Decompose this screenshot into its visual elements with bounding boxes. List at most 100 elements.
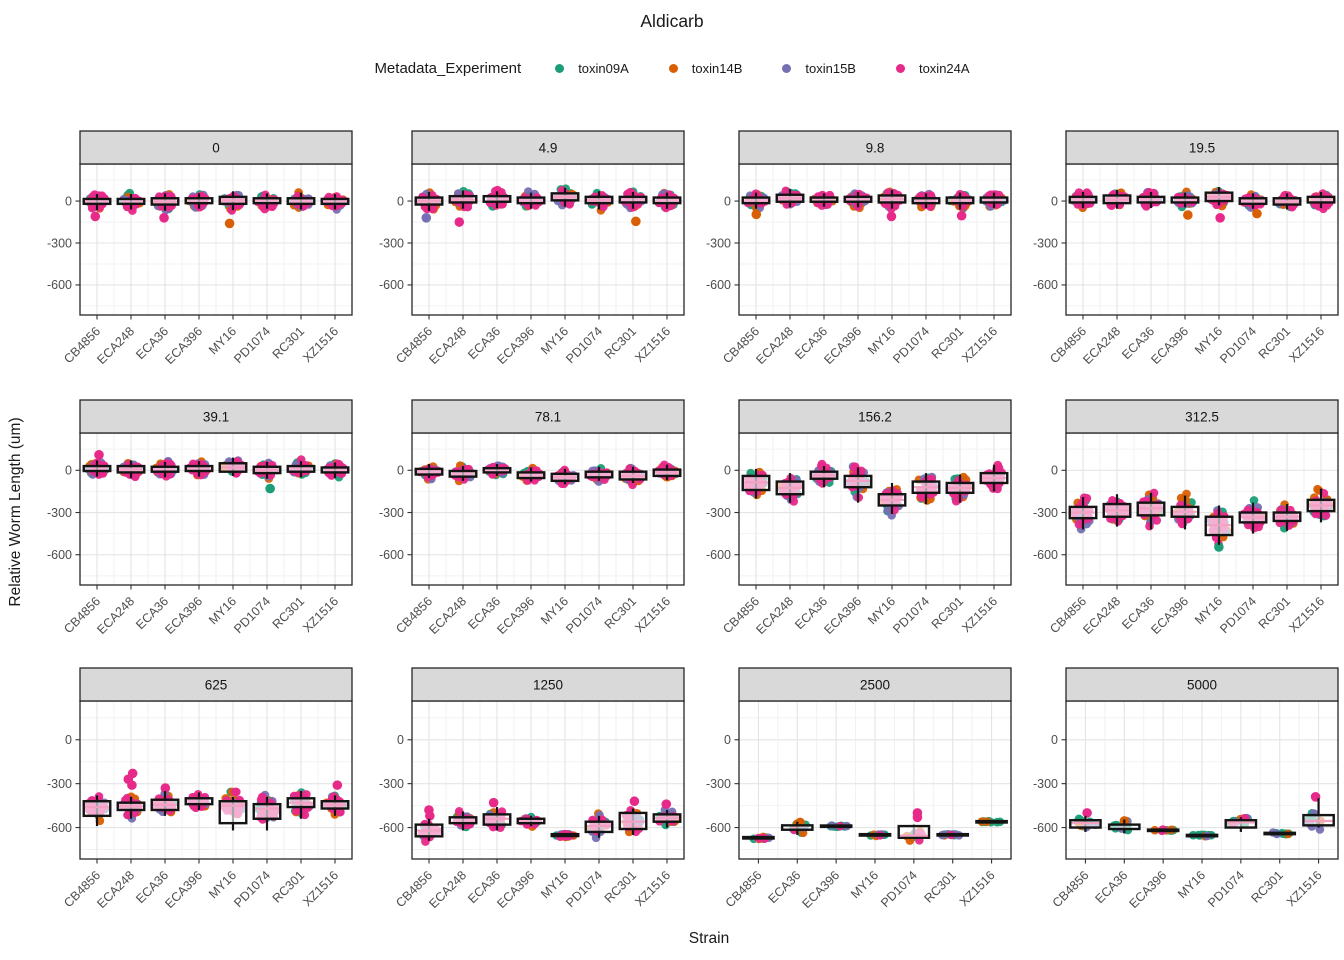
- strain-group-ECA396: [1146, 825, 1180, 836]
- strain-group-ECA396: [819, 821, 853, 832]
- strain-group-ECA396: [1170, 187, 1200, 220]
- boxplot-box: [516, 817, 546, 825]
- outlier-point: [224, 218, 235, 229]
- x-tick-label: ECA396: [1148, 324, 1191, 367]
- boxplot-box: [618, 195, 648, 204]
- plot-title: Aldicarb: [640, 11, 704, 31]
- x-tick-label: PD1074: [878, 868, 920, 910]
- strain-group-XZ1516: [320, 192, 350, 214]
- legend-dot-icon: [555, 64, 565, 73]
- boxplot-box: [82, 197, 112, 206]
- strain-group-RC301: [1272, 500, 1302, 533]
- strain-group-ECA248: [775, 186, 805, 209]
- strain-group-PD1074: [1224, 813, 1258, 832]
- strain-group-PD1074: [1238, 190, 1268, 219]
- legend-item-label: toxin14B: [691, 61, 743, 76]
- strain-group-XZ1516: [979, 190, 1009, 211]
- x-tick-label: ECA396: [494, 324, 537, 367]
- legend-dot-icon: [782, 64, 792, 73]
- y-tick-label: -300: [379, 506, 404, 520]
- strain-group-ECA36: [482, 797, 512, 832]
- boxplot-box: [482, 194, 512, 203]
- strain-group-ECA248: [775, 473, 805, 506]
- x-tick-label: XZ1516: [632, 868, 673, 909]
- boxplot-box: [82, 800, 112, 818]
- x-tick-label: ECA396: [821, 324, 864, 367]
- strain-group-MY16: [550, 829, 580, 842]
- outlier-point: [127, 780, 137, 790]
- x-tick-label: ECA248: [753, 324, 796, 367]
- strain-group-MY16: [877, 187, 907, 222]
- y-tick-label: -300: [1033, 506, 1058, 520]
- x-tick-label: XZ1516: [632, 324, 673, 365]
- y-tick-label: 0: [65, 194, 72, 208]
- outlier-point: [629, 796, 640, 807]
- facet-label: 78.1: [535, 410, 561, 425]
- strain-group-MY16: [877, 482, 907, 520]
- x-tick-label: XZ1516: [957, 868, 998, 909]
- x-tick-label: MY16: [1175, 868, 1208, 901]
- outlier-point: [94, 450, 104, 460]
- facet-label: 0: [212, 141, 220, 156]
- facet-strip: [738, 399, 1012, 434]
- outlier-point: [454, 217, 465, 227]
- boxplot-box: [652, 196, 682, 205]
- strain-group-ECA36: [150, 783, 180, 817]
- strain-group-RC301: [618, 796, 648, 837]
- strain-group-PD1074: [911, 189, 941, 212]
- boxplot-box: [858, 832, 892, 837]
- x-tick-label: RC301: [921, 868, 958, 905]
- strain-group-ECA248: [116, 188, 146, 215]
- strain-group-CB4856: [742, 832, 775, 844]
- boxplot-box: [252, 802, 282, 820]
- y-tick-label: -600: [47, 278, 72, 292]
- facet-strip: [1065, 399, 1339, 434]
- strain-group-MY16: [1204, 505, 1234, 552]
- strain-group-ECA36: [780, 817, 814, 838]
- x-tick-label: ECA396: [162, 594, 205, 637]
- strain-group-ECA248: [448, 186, 478, 227]
- strain-group-MY16: [550, 184, 580, 210]
- strain-group-RC301: [936, 829, 970, 840]
- strain-group-CB4856: [1068, 493, 1098, 534]
- legend-item: toxin24A: [895, 61, 970, 76]
- y-tick-label: -300: [47, 506, 72, 520]
- x-tick-label: PD1074: [1217, 324, 1259, 366]
- y-tick-label: -300: [379, 236, 404, 250]
- legend-title: Metadata_Experiment: [374, 60, 522, 77]
- strain-group-ECA248: [116, 459, 146, 482]
- x-tick-label: PD1074: [231, 868, 273, 910]
- y-tick-label: -600: [706, 821, 731, 835]
- strain-group-ECA396: [184, 190, 214, 212]
- y-tick-label: 0: [65, 733, 72, 747]
- x-tick-label: ECA248: [94, 324, 137, 367]
- facet-strip: [411, 667, 685, 702]
- strain-group-CB4856: [414, 188, 444, 223]
- strain-group-ECA36: [809, 459, 839, 488]
- boxplot-box: [809, 196, 839, 203]
- y-tick-label: -300: [47, 777, 72, 791]
- facet-strip: [79, 130, 353, 165]
- x-tick-label: ECA396: [162, 324, 205, 367]
- facet-strip: [738, 130, 1012, 165]
- x-tick-label: PD1074: [563, 868, 605, 910]
- y-tick-label: -600: [379, 821, 404, 835]
- y-tick-label: -300: [1033, 777, 1058, 791]
- strain-group-MY16: [858, 830, 892, 841]
- y-tick-label: -600: [706, 278, 731, 292]
- outlier-point: [90, 211, 101, 222]
- y-tick-label: 0: [724, 733, 731, 747]
- strain-group-CB4856: [82, 792, 112, 827]
- legend-item-label: toxin24A: [918, 61, 970, 76]
- x-tick-label: ECA396: [162, 868, 205, 911]
- y-tick-label: 0: [1051, 194, 1058, 208]
- x-tick-label: PD1074: [1217, 594, 1259, 636]
- legend-item: toxin09A: [555, 61, 629, 76]
- boxplot-box: [320, 466, 350, 474]
- outlier-point: [332, 780, 343, 790]
- outlier-point: [1082, 808, 1092, 818]
- outlier-point: [956, 210, 967, 221]
- strain-group-ECA396: [843, 462, 873, 503]
- strain-group-RC301: [618, 463, 648, 490]
